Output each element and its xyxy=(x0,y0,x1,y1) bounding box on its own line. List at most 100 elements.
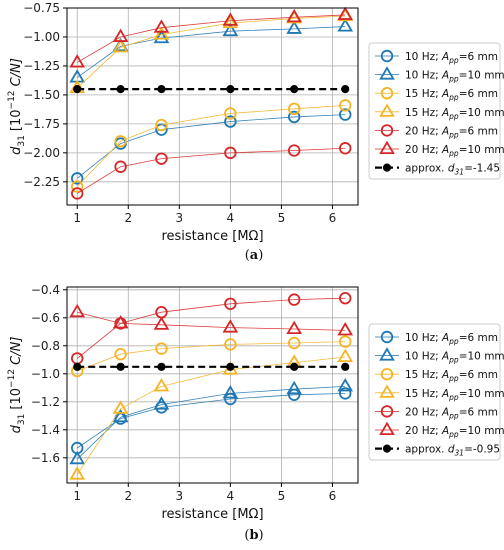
legend-text-suffix: =10 mm xyxy=(459,351,504,363)
data-point xyxy=(337,348,354,362)
x-axis-label: resistance [MΩ] xyxy=(161,507,263,522)
data-point xyxy=(339,292,352,305)
data-point xyxy=(116,362,125,371)
data-point xyxy=(286,8,303,23)
data-point xyxy=(287,336,301,350)
series-7 xyxy=(73,85,350,94)
legend-text-subscript: pp xyxy=(448,393,459,402)
legend-entry: 10 Hz; App=6 mm xyxy=(405,51,498,65)
data-point xyxy=(69,450,86,465)
legend-text-suffix: =-1.45 xyxy=(464,163,500,175)
legend-text-prefix: 10 Hz; xyxy=(405,51,442,63)
legend-text-suffix: =10 mm xyxy=(459,107,504,119)
panel-label-letter: a xyxy=(250,248,259,263)
data-point xyxy=(222,319,239,333)
legend-text-symbol: A xyxy=(441,125,449,137)
data-point xyxy=(69,303,86,318)
data-point xyxy=(287,144,301,157)
x-tick-label: 6 xyxy=(329,489,337,503)
data-point xyxy=(112,39,129,53)
data-point xyxy=(226,362,235,371)
legend-text-prefix: approx. xyxy=(405,444,448,456)
series-line xyxy=(76,393,346,449)
y-axis-label-symbol: d xyxy=(9,146,24,155)
data-point xyxy=(337,378,354,392)
legend-text-suffix: =6 mm xyxy=(459,51,498,63)
legend-text-suffix: =6 mm xyxy=(459,332,498,344)
data-point xyxy=(157,362,166,371)
y-tick-label: −1.0 xyxy=(31,367,60,381)
legend-text-suffix: =10 mm xyxy=(459,70,504,82)
legend-box xyxy=(368,42,501,180)
legend-text-prefix: 10 Hz; xyxy=(405,70,442,82)
data-point xyxy=(71,172,84,185)
y-axis-label-unit-tail: C/N] xyxy=(9,337,24,369)
y-tick-label: −1.00 xyxy=(23,30,60,44)
series-line xyxy=(76,15,346,89)
legend-text-symbol: A xyxy=(441,406,449,418)
plot-frame xyxy=(66,7,359,206)
series-2 xyxy=(69,378,354,465)
y-axis-label-unit: [10 xyxy=(9,388,24,414)
legend-text-suffix: =6 mm xyxy=(459,88,498,100)
legend-text-prefix: 10 Hz; xyxy=(405,351,442,363)
legend-text-subscript: 31 xyxy=(455,449,465,458)
legend-entry: 20 Hz; App=6 mm xyxy=(405,406,498,420)
data-point xyxy=(73,85,82,94)
y-tick-label: −2.25 xyxy=(23,175,60,189)
plot-area xyxy=(67,8,358,205)
legend-box xyxy=(368,323,501,461)
panel-label-close: ) xyxy=(258,248,263,263)
data-point xyxy=(337,6,354,20)
y-axis-label-exponent: −12 xyxy=(7,90,17,109)
legend-text-subscript: pp xyxy=(448,56,459,65)
series-line xyxy=(77,147,346,194)
legend-text-prefix: 10 Hz; xyxy=(405,332,442,344)
data-point xyxy=(222,385,239,399)
data-point xyxy=(112,28,129,42)
series-6 xyxy=(69,6,354,68)
legend-text-symbol: A xyxy=(441,425,449,437)
y-axis-label-unit: [10 xyxy=(9,109,24,135)
x-tick-label: 3 xyxy=(175,211,183,225)
data-point xyxy=(290,85,299,94)
legend-text-subscript: pp xyxy=(448,411,459,420)
legend-marker xyxy=(379,421,395,435)
y-axis-label-symbol: d xyxy=(9,424,24,433)
legend-text-subscript: pp xyxy=(448,112,459,121)
y-axis-label-subscript: 31 xyxy=(17,414,27,425)
data-point xyxy=(287,293,301,306)
data-point xyxy=(153,378,170,392)
data-point xyxy=(155,152,168,165)
legend-text-symbol: A xyxy=(441,70,449,82)
y-tick-label: −2.00 xyxy=(23,146,60,160)
legend-marker xyxy=(379,384,395,398)
legend-marker xyxy=(379,103,395,117)
series-1 xyxy=(71,108,352,185)
data-point xyxy=(112,408,129,423)
legend-text-symbol: A xyxy=(441,351,449,363)
data-point xyxy=(153,396,170,410)
legend-marker xyxy=(382,444,392,453)
legend-entry: 15 Hz; App=10 mm xyxy=(405,388,504,402)
data-point xyxy=(71,187,84,200)
legend-text-subscript: pp xyxy=(448,149,459,158)
data-point xyxy=(112,400,129,414)
legend-text-prefix: approx. xyxy=(405,163,448,175)
data-point xyxy=(286,20,303,34)
data-point xyxy=(339,335,352,348)
legend-text-symbol: d xyxy=(448,444,455,456)
legend-text-suffix: =10 mm xyxy=(459,144,504,156)
legend-text-subscript: pp xyxy=(448,130,459,139)
legend-text-symbol: d xyxy=(448,163,455,175)
y-tick-label: −1.6 xyxy=(31,451,60,465)
series-line xyxy=(76,386,346,460)
data-point xyxy=(222,12,239,26)
y-tick-label: −1.75 xyxy=(23,117,60,131)
y-tick-label: −0.8 xyxy=(31,339,60,353)
y-tick-label: −0.6 xyxy=(31,311,60,325)
legend-entry: 20 Hz; App=10 mm xyxy=(405,425,504,439)
legend-entry: approx. d31=-1.45 xyxy=(405,163,500,177)
legend-text-symbol: A xyxy=(441,144,449,156)
